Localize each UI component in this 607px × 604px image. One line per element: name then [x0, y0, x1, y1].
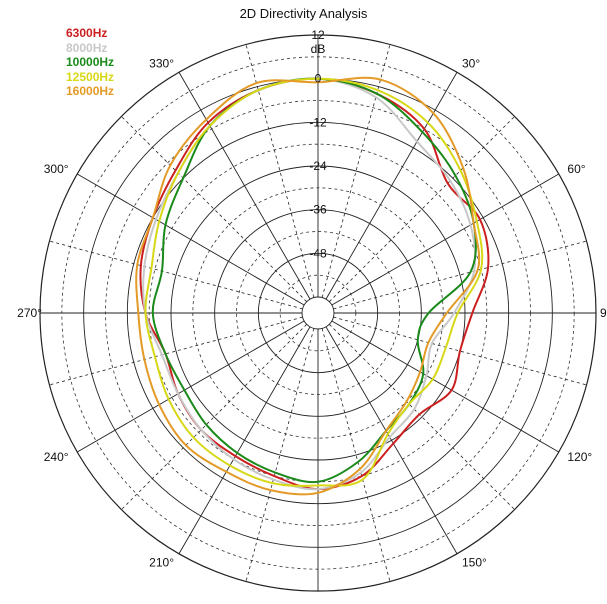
- angle-label-90: 90: [600, 306, 607, 320]
- radial-tick-label: 12: [311, 28, 325, 42]
- grid-spoke: [49, 240, 303, 310]
- grid-spoke: [121, 116, 307, 302]
- grid-spoke: [245, 328, 315, 582]
- radial-tick-label: 0: [315, 72, 322, 86]
- grid-spoke: [77, 173, 305, 306]
- grid-spoke: [178, 326, 311, 554]
- radial-tick-label: -24: [309, 159, 327, 173]
- grid-spoke: [325, 326, 458, 554]
- radial-tick-label: -36: [309, 203, 327, 217]
- legend-entry-12500hz: 12500Hz: [66, 69, 115, 84]
- grid-spoke: [331, 173, 559, 306]
- grid-ring-major: [301, 296, 335, 330]
- grid-spoke: [331, 320, 559, 453]
- angle-label-120: 120°: [567, 450, 592, 464]
- series-line-12500hz: [144, 77, 484, 487]
- angle-label-330: 330°: [149, 57, 174, 71]
- grid-spoke: [178, 72, 311, 300]
- chart-title: 2D Directivity Analysis: [239, 6, 368, 21]
- legend: 6300Hz 8000Hz 10000Hz 12500Hz 16000Hz: [66, 26, 114, 99]
- series-line-6300hz: [139, 77, 490, 491]
- grid-spoke: [49, 316, 303, 386]
- radial-tick-label: -48: [309, 246, 327, 260]
- angle-label-240: 240°: [44, 450, 69, 464]
- grid-spoke: [77, 320, 305, 453]
- radial-unit-label: dB: [311, 42, 326, 56]
- grid-spoke: [325, 72, 458, 300]
- angle-label-210: 210°: [149, 555, 174, 569]
- angle-label-30: 30°: [462, 57, 480, 71]
- legend-entry-16000hz: 16000Hz: [66, 84, 115, 98]
- angle-label-180: 180°: [306, 602, 331, 604]
- angle-label-300: 300°: [44, 162, 69, 176]
- grid-spoke: [333, 240, 587, 310]
- series-line-10000hz: [151, 77, 477, 484]
- legend-entry-10000hz: 10000Hz: [66, 55, 115, 69]
- grid-spoke: [321, 44, 391, 298]
- angle-label-150: 150°: [462, 555, 487, 569]
- grid-spoke: [329, 324, 515, 510]
- grid-spoke: [121, 324, 307, 510]
- grid-spoke: [333, 316, 587, 386]
- legend-entry-8000hz: 8000Hz: [66, 40, 108, 55]
- series-line-16000hz: [135, 76, 481, 496]
- series-line-8000hz: [142, 77, 477, 491]
- angle-label-270: 270°: [17, 306, 42, 320]
- angle-label-60: 60°: [567, 162, 585, 176]
- grid-spoke: [245, 44, 315, 298]
- grid-spoke: [329, 116, 515, 302]
- legend-entry-6300hz: 6300Hz: [66, 26, 108, 40]
- grid-spoke: [321, 328, 391, 582]
- radial-tick-label: -12: [309, 115, 327, 129]
